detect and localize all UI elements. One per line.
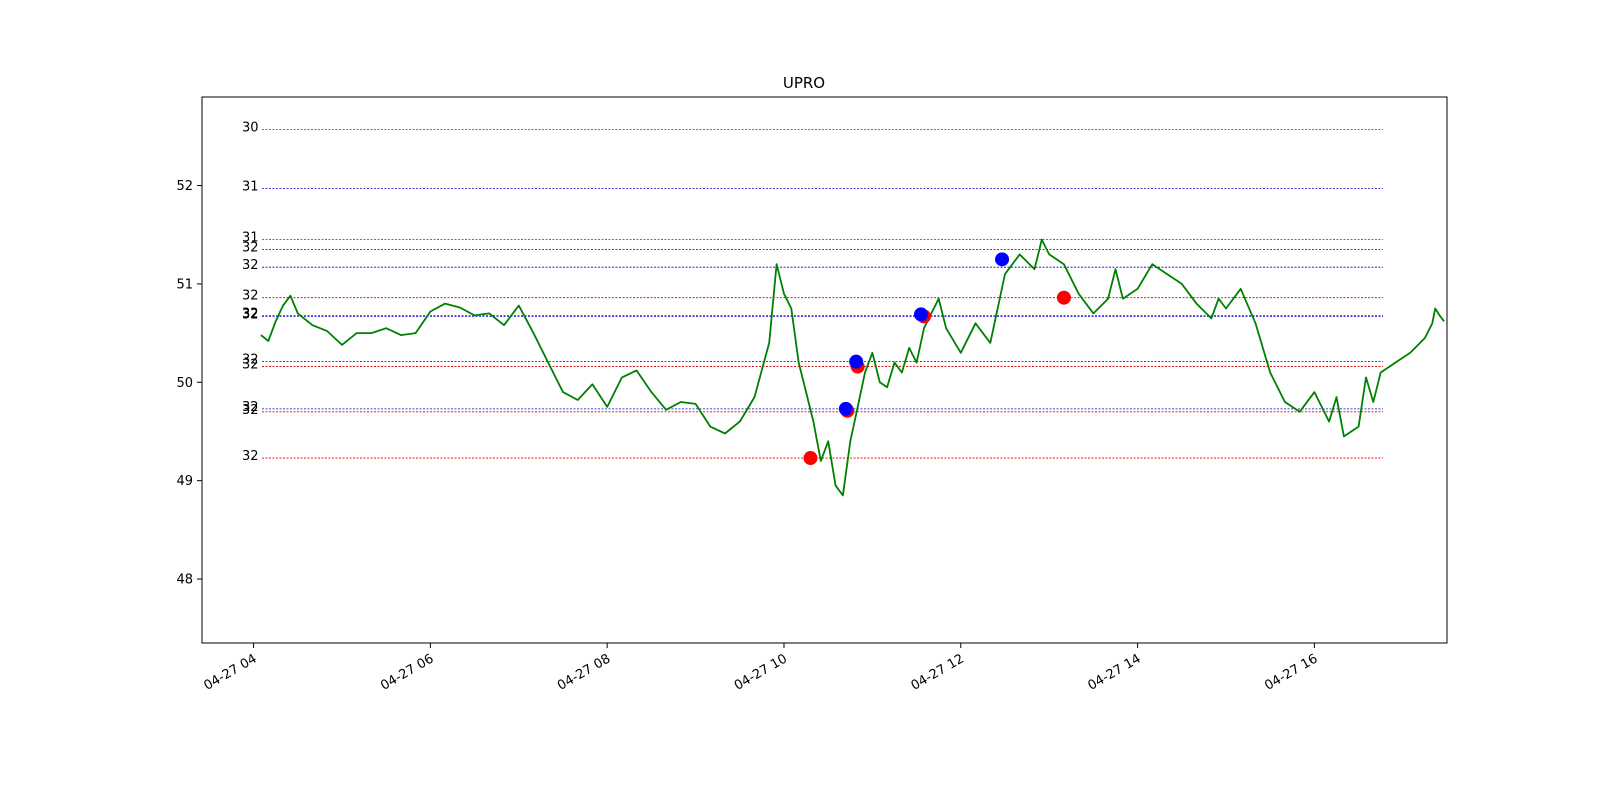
level-label: 32 <box>242 306 259 321</box>
signal-markers <box>803 252 1071 466</box>
price-series <box>260 238 1445 497</box>
level-label: 32 <box>242 240 259 255</box>
y-tick-label: 51 <box>176 277 193 292</box>
level-label: 32 <box>242 449 259 464</box>
y-tick-label: 50 <box>176 376 193 391</box>
level-label: 32 <box>242 358 259 373</box>
level-label: 30 <box>242 120 259 135</box>
level-label: 31 <box>242 231 259 246</box>
buy-marker <box>838 401 853 416</box>
plot-frame <box>201 96 1448 644</box>
buy-marker <box>914 307 929 322</box>
y-axis: 48 49 50 51 52 <box>176 179 202 588</box>
sell-marker <box>1056 290 1071 305</box>
buy-marker <box>995 252 1010 267</box>
level-label: 32 <box>242 353 259 368</box>
y-tick-label: 49 <box>176 474 193 489</box>
level-label: 32 <box>242 400 259 415</box>
sell-marker <box>803 451 818 466</box>
level-label: 32 <box>242 258 259 273</box>
chart-title: UPRO <box>783 74 825 92</box>
y-tick-label: 48 <box>176 573 193 588</box>
level-label: 32 <box>242 307 259 322</box>
y-tick-label: 52 <box>176 179 193 194</box>
series-line <box>260 238 1445 497</box>
level-label: 32 <box>242 403 259 418</box>
level-label: 31 <box>242 179 259 194</box>
level-label: 32 <box>242 289 259 304</box>
buy-marker <box>849 354 864 369</box>
